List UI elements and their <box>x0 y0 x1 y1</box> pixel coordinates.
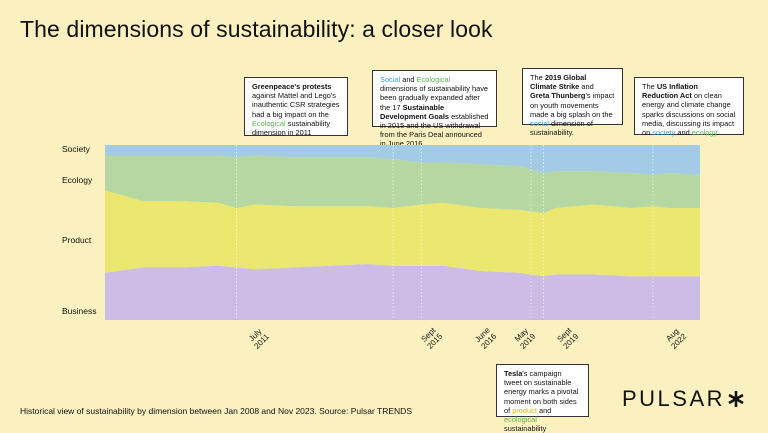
ecological-highlight: Ecological <box>416 75 451 84</box>
area-product <box>105 190 700 277</box>
pulsar-logo: PULSAR <box>622 386 745 412</box>
annotation-tesla: Tesla's campaign tweet on sustainable en… <box>496 364 589 433</box>
x-tick-label: Sept 2019 <box>555 325 581 351</box>
sdg-goals-text: Sustainable Development Goals <box>380 102 449 121</box>
ira-act-text: US Inflation Reduction Act <box>642 82 698 101</box>
x-tick-label: Aug 2022 <box>664 326 689 351</box>
x-tick-label: Sept 2015 <box>419 325 445 351</box>
climate-and-text: and <box>581 82 594 92</box>
footer-source: Historical view of sustainability by dim… <box>20 406 412 416</box>
tesla-tail-text: sustainability <box>504 424 547 433</box>
annotation-sdg: Social and Ecological dimensions of sust… <box>372 70 497 148</box>
series-label-business: Business <box>62 306 97 316</box>
sdg-body-text: dimensions of sustainability have been g… <box>380 84 489 112</box>
area-business <box>105 264 700 320</box>
x-tick-label: June 2016 <box>473 325 499 351</box>
ira-body-text: on clean energy and climate change spark… <box>642 91 736 138</box>
climate-lead-text: The <box>530 73 543 82</box>
climate-strike-text: 2019 Global Climate Strike <box>530 73 587 92</box>
stacked-area-chart <box>105 145 700 320</box>
product-highlight: product <box>512 405 537 415</box>
series-label-ecology: Ecology <box>62 175 93 185</box>
annotation-greenpeace: Greenpeace's protests against Mattel and… <box>244 77 348 138</box>
greenpeace-protests-text: Greenpeace's protests <box>252 82 332 91</box>
ecological-highlight: ecological <box>504 415 537 425</box>
area-society <box>105 145 700 175</box>
society-highlight: society <box>652 128 676 138</box>
tesla-body-text: 's campaign tweet on sustainable energy … <box>504 369 579 415</box>
logo-text: PULSAR <box>622 386 726 411</box>
greta-text: Greta Thunberg <box>530 91 586 101</box>
greenpeace-body-text: against Mattel and Lego's inauthentic CS… <box>252 91 340 119</box>
area-ecology <box>105 155 700 214</box>
annotation-ira: The US Inflation Reduction Act on clean … <box>634 77 744 138</box>
ecological-highlight: Ecological <box>252 118 286 128</box>
climate-tail-text: dimension of sustainability. <box>530 119 593 138</box>
series-label-society: Society <box>62 144 90 154</box>
x-tick-label: May 2019 <box>512 326 538 351</box>
sdg-and-text: and <box>402 75 415 84</box>
series-label-product: Product <box>62 235 92 245</box>
ira-lead-text: The <box>642 82 655 91</box>
tesla-and-text: and <box>538 405 552 415</box>
social-highlight: social <box>530 119 549 129</box>
sdg-tail-text: established in 2015 and the US withdrawa… <box>380 111 489 149</box>
annotation-climate-strike: The 2019 Global Climate Strike and Greta… <box>522 68 623 137</box>
chart-title: The dimensions of sustainability: a clos… <box>20 16 493 42</box>
x-tick-label: July 2011 <box>247 326 271 351</box>
greenpeace-tail-text: sustainability dimension in 2011 <box>252 118 331 138</box>
social-highlight: Social <box>380 75 401 84</box>
asterisk-icon <box>728 391 744 407</box>
climate-body-text: 's impact on youth movements made a big … <box>530 91 615 119</box>
tesla-text: Tesla <box>504 369 523 378</box>
ira-and-text: and <box>677 128 690 138</box>
ecology-highlight: ecology <box>691 128 718 138</box>
